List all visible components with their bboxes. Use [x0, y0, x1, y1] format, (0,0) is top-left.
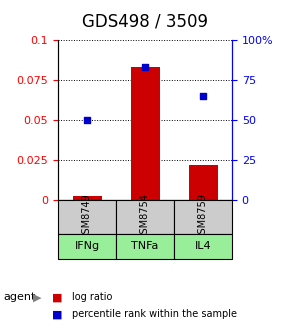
- Bar: [58, 234, 116, 259]
- Bar: [130, 68, 160, 200]
- Text: log ratio: log ratio: [72, 292, 113, 302]
- Text: GSM8759: GSM8759: [198, 193, 208, 240]
- Text: ■: ■: [52, 309, 63, 319]
- Text: GSM8749: GSM8749: [82, 193, 92, 240]
- Text: ■: ■: [52, 292, 63, 302]
- Bar: [174, 200, 232, 234]
- Text: percentile rank within the sample: percentile rank within the sample: [72, 309, 238, 319]
- Text: TNFa: TNFa: [131, 241, 159, 251]
- Text: agent: agent: [3, 292, 35, 302]
- Text: IFNg: IFNg: [75, 241, 99, 251]
- Point: [201, 93, 205, 99]
- Bar: [72, 196, 102, 200]
- Bar: [116, 200, 174, 234]
- Bar: [116, 234, 174, 259]
- Point: [85, 117, 89, 123]
- Bar: [174, 234, 232, 259]
- Bar: [188, 165, 218, 200]
- Text: GDS498 / 3509: GDS498 / 3509: [82, 12, 208, 30]
- Bar: [58, 200, 116, 234]
- Text: ▶: ▶: [33, 292, 42, 302]
- Point: [143, 65, 147, 70]
- Text: IL4: IL4: [195, 241, 211, 251]
- Text: GSM8754: GSM8754: [140, 193, 150, 240]
